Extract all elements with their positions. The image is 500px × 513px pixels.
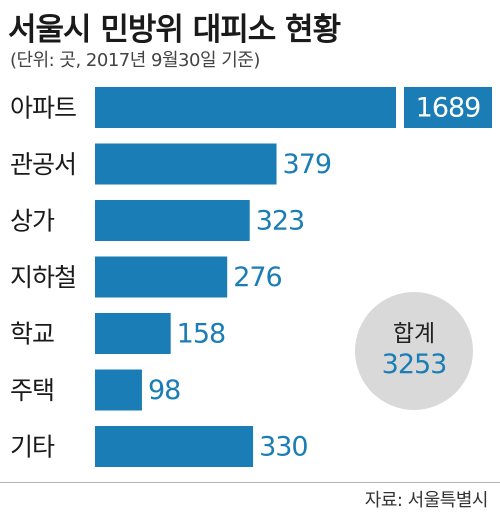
bar-3 xyxy=(95,200,250,241)
category-label-2: 관공서 xyxy=(10,150,76,179)
category-label-3: 상가 xyxy=(10,207,55,236)
bar-chart: 아파트 1689 관공서 379 상가 323 지하철 276 학교 158 주택 98 기타 330 xyxy=(10,87,492,467)
total-label: 합계 xyxy=(392,321,436,347)
bar-4 xyxy=(95,256,228,298)
category-label-4: 지하철 xyxy=(10,263,76,292)
bar-7 xyxy=(95,426,254,467)
footer-divider xyxy=(0,482,500,483)
bar-1 xyxy=(95,87,396,128)
chart-title: 서울시 민방위 대피소 현황 xyxy=(8,12,341,48)
category-label-6: 주택 xyxy=(10,376,54,405)
value-label-3: 323 xyxy=(256,206,305,237)
bar-5 xyxy=(95,313,171,354)
value-label-2: 379 xyxy=(283,149,332,180)
total-badge: 합계 3253 xyxy=(355,292,473,410)
value-label-7: 330 xyxy=(259,432,308,463)
value-label-4: 276 xyxy=(233,262,282,293)
bar-6 xyxy=(95,369,142,411)
category-label-5: 학교 xyxy=(10,320,54,349)
bar-2 xyxy=(95,143,277,185)
value-label-1: 1689 xyxy=(416,93,481,124)
category-label-7: 기타 xyxy=(10,433,55,462)
category-label-1: 아파트 xyxy=(10,94,76,123)
source-note: 자료: 서울특별시 xyxy=(364,490,489,511)
bar-1-value-box xyxy=(404,87,492,128)
value-label-5: 158 xyxy=(177,319,226,350)
chart-subtitle: (단위: 곳, 2017년 9월30일 기준) xyxy=(10,50,260,71)
total-value: 3253 xyxy=(381,348,448,380)
value-label-6: 98 xyxy=(148,375,180,406)
